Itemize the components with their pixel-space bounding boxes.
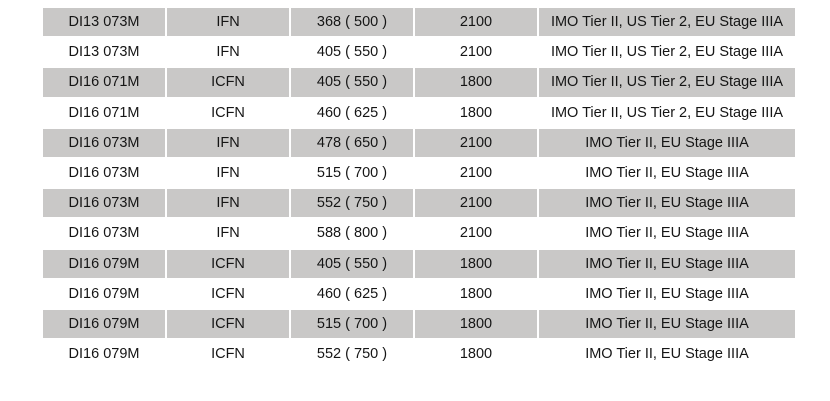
table-row: DI16 071M ICFN 405 ( 550 ) 1800 IMO Tier II,… <box>41 66 797 99</box>
cell-power-kw-hp: 405 ( 550 ) <box>289 66 415 99</box>
cell-rpm: 2100 <box>413 36 539 69</box>
cell-power-kw-hp: 405 ( 550 ) <box>289 247 415 280</box>
cell-emission-standard: IMO Tier II, EU Stage IIIA <box>537 217 797 250</box>
cell-emission-standard: IMO Tier II, EU Stage IIIA <box>537 277 797 310</box>
cell-emission-standard: IMO Tier II, EU Stage IIIA <box>537 156 797 190</box>
cell-rating-type: IFN <box>165 156 291 190</box>
cell-emission-standard: IMO Tier II, EU Stage IIIA <box>537 126 797 159</box>
cell-engine-model: DI16 073M <box>41 217 167 250</box>
cell-engine-model: DI16 079M <box>41 307 167 341</box>
table-row: DI16 079M ICFN 515 ( 700 ) 1800 IMO Tier II,… <box>41 307 797 341</box>
cell-power-kw-hp: 460 ( 625 ) <box>289 96 415 129</box>
cell-engine-model: DI16 073M <box>41 187 167 220</box>
cell-rpm: 2100 <box>413 126 539 159</box>
cell-rpm: 2100 <box>413 156 539 190</box>
table-row: DI16 073M IFN 588 ( 800 ) 2100 IMO Tier II, … <box>41 217 797 250</box>
cell-power-kw-hp: 368 ( 500 ) <box>289 5 415 39</box>
cell-power-kw-hp: 515 ( 700 ) <box>289 307 415 341</box>
cell-emission-standard: IMO Tier II, US Tier 2, EU Stage IIIA <box>537 66 797 99</box>
table-row: DI13 073M IFN 368 ( 500 ) 2100 IMO Tier II, … <box>41 5 797 39</box>
cell-engine-model: DI16 073M <box>41 126 167 159</box>
cell-emission-standard: IMO Tier II, US Tier 2, EU Stage IIIA <box>537 96 797 129</box>
cell-power-kw-hp: 405 ( 550 ) <box>289 36 415 69</box>
cell-emission-standard: IMO Tier II, EU Stage IIIA <box>537 187 797 220</box>
table-row: DI16 079M ICFN 405 ( 550 ) 1800 IMO Tier II,… <box>41 247 797 280</box>
cell-rating-type: IFN <box>165 126 291 159</box>
cell-rating-type: ICFN <box>165 338 291 371</box>
cell-engine-model: DI13 073M <box>41 36 167 69</box>
cell-power-kw-hp: 478 ( 650 ) <box>289 126 415 159</box>
cell-engine-model: DI16 079M <box>41 277 167 310</box>
cell-emission-standard: IMO Tier II, US Tier 2, EU Stage IIIA <box>537 5 797 39</box>
cell-power-kw-hp: 460 ( 625 ) <box>289 277 415 310</box>
cell-engine-model: DI16 071M <box>41 96 167 129</box>
cell-rating-type: IFN <box>165 5 291 39</box>
cell-rating-type: ICFN <box>165 66 291 99</box>
table-row: DI16 079M ICFN 460 ( 625 ) 1800 IMO Tier II,… <box>41 277 797 310</box>
table-row: DI13 073M IFN 405 ( 550 ) 2100 IMO Tier II, … <box>41 36 797 69</box>
cell-rating-type: IFN <box>165 36 291 69</box>
cell-engine-model: DI16 079M <box>41 247 167 280</box>
cell-rpm: 1800 <box>413 96 539 129</box>
cell-rpm: 2100 <box>413 5 539 39</box>
cell-rpm: 1800 <box>413 307 539 341</box>
table-row: DI16 073M IFN 552 ( 750 ) 2100 IMO Tier II, … <box>41 187 797 220</box>
table-row: DI16 079M ICFN 552 ( 750 ) 1800 IMO Tier II,… <box>41 338 797 371</box>
cell-emission-standard: IMO Tier II, EU Stage IIIA <box>537 247 797 280</box>
cell-engine-model: DI16 079M <box>41 338 167 371</box>
cell-rpm: 1800 <box>413 247 539 280</box>
engine-spec-table: DI13 073M IFN 368 ( 500 ) 2100 IMO Tier II, … <box>41 5 797 371</box>
cell-rpm: 1800 <box>413 66 539 99</box>
cell-rpm: 2100 <box>413 217 539 250</box>
cell-rating-type: ICFN <box>165 247 291 280</box>
cell-engine-model: DI16 073M <box>41 156 167 190</box>
cell-power-kw-hp: 515 ( 700 ) <box>289 156 415 190</box>
cell-emission-standard: IMO Tier II, EU Stage IIIA <box>537 338 797 371</box>
table-body: DI13 073M IFN 368 ( 500 ) 2100 IMO Tier II, … <box>41 5 797 371</box>
cell-rating-type: ICFN <box>165 96 291 129</box>
table-row: DI16 071M ICFN 460 ( 625 ) 1800 IMO Tier II,… <box>41 96 797 129</box>
cell-rating-type: IFN <box>165 187 291 220</box>
cell-power-kw-hp: 552 ( 750 ) <box>289 338 415 371</box>
cell-rpm: 1800 <box>413 338 539 371</box>
cell-power-kw-hp: 588 ( 800 ) <box>289 217 415 250</box>
cell-rating-type: IFN <box>165 217 291 250</box>
cell-engine-model: DI13 073M <box>41 5 167 39</box>
cell-emission-standard: IMO Tier II, EU Stage IIIA <box>537 307 797 341</box>
cell-power-kw-hp: 552 ( 750 ) <box>289 187 415 220</box>
table-row: DI16 073M IFN 478 ( 650 ) 2100 IMO Tier II, … <box>41 126 797 159</box>
cell-engine-model: DI16 071M <box>41 66 167 99</box>
cell-rating-type: ICFN <box>165 277 291 310</box>
cell-rpm: 2100 <box>413 187 539 220</box>
cell-emission-standard: IMO Tier II, US Tier 2, EU Stage IIIA <box>537 36 797 69</box>
cell-rating-type: ICFN <box>165 307 291 341</box>
cell-rpm: 1800 <box>413 277 539 310</box>
table-row: DI16 073M IFN 515 ( 700 ) 2100 IMO Tier II, … <box>41 156 797 190</box>
